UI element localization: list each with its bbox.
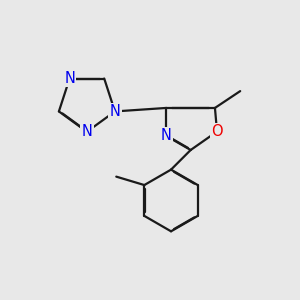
Text: N: N — [110, 104, 120, 119]
Text: N: N — [161, 128, 172, 143]
Text: N: N — [64, 71, 75, 86]
Text: O: O — [211, 124, 223, 139]
Text: N: N — [82, 124, 92, 139]
